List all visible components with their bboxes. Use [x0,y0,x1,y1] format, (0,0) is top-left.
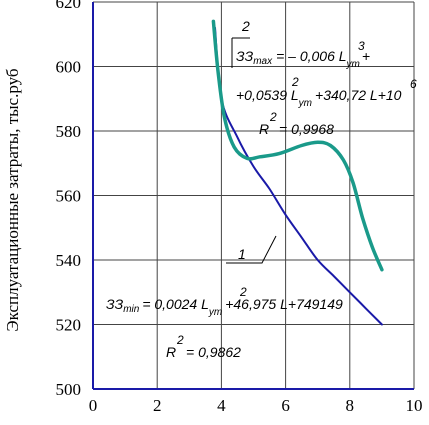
x-tick-label: 2 [153,396,162,415]
max-eq-line2-b: +340,72 L+10 [315,87,402,103]
y-axis-label: Эксплуатационные затраты, тыс.руб [3,68,22,331]
x-tick-label: 4 [217,396,226,415]
min-eq-a: = 0,0024 L [142,296,209,312]
series-lines [211,19,384,326]
svg-text:R = 0,9968: R = 0,9968 [259,121,334,137]
curve-1-label-group: 1 [226,235,277,264]
max-eq-sub: max [253,56,273,67]
min-r2-a: R [166,344,176,360]
y-tick-label: 580 [56,122,82,141]
max-eq-line2-sub: ут [298,98,312,109]
max-eq-line2-a: +0,0539 L [236,87,299,103]
max-r2-sup: 2 [269,110,277,124]
max-r2-a: R [259,121,269,137]
x-tick-label: 10 [406,396,423,415]
max-eq-lhs: ЗЗ [236,48,254,64]
max-eq-line2-sup: 2 [291,75,299,89]
y-tick-label: 600 [56,58,82,77]
max-r2-b: = 0,9968 [275,121,334,137]
curve-1-label: 1 [238,246,246,262]
min-formula: ЗЗmin = 0,0024 Lут+46,975 L+749149 2 R = … [106,285,343,360]
min-eq-sub2: ут [208,307,222,318]
max-eq-line2-sup2: 6 [410,77,417,91]
min-eq-sub: min [123,304,140,315]
min-eq-b: +46,975 L+749149 [225,296,343,312]
y-tick-label: 500 [56,380,82,399]
svg-text:+0,0539 Lут+340,72 L+10: +0,0539 Lут+340,72 L+10 [236,87,402,109]
x-tick-label: 8 [346,396,355,415]
min-eq-lhs: ЗЗ [106,296,124,312]
x-tick-label: 0 [89,396,98,415]
series-line-2 [211,19,384,272]
max-eq-line1-end: + [362,48,370,64]
curve-2-label: 2 [241,18,250,34]
svg-text:R = 0,9862: R = 0,9862 [166,344,241,360]
max-eq-line1-sub: ут [346,59,360,70]
tick-labels: 0 2 4 6 8 10 500 520 540 560 580 600 620 [56,0,423,415]
y-tick-label: 540 [56,251,82,270]
max-eq-line1-sup: 3 [358,39,365,53]
max-formula: 2 ЗЗmax = – 0,006 Lут+ 3 +0,0539 Lут+340,… [231,18,417,137]
grid [93,1,415,389]
axes [92,2,414,390]
y-tick-label: 620 [56,0,82,12]
curve-1-leader [226,235,277,264]
series-line-1 [214,26,383,326]
max-eq-line1-rhs: = – 0,006 L [276,48,346,64]
y-tick-label: 520 [56,316,82,335]
svg-text:ЗЗmax= – 0,006 Lут+: ЗЗmax = – 0,006 Lут+ [236,48,370,70]
x-tick-label: 6 [281,396,290,415]
min-r2-sup: 2 [176,333,184,347]
svg-text:ЗЗmin= 0,0024 Lут+46,975 L+749: ЗЗmin = 0,0024 Lут+46,975 L+749149 [106,296,343,318]
min-r2-b: = 0,9862 [182,344,241,360]
min-eq-sup: 2 [239,285,247,299]
y-tick-label: 560 [56,187,82,206]
